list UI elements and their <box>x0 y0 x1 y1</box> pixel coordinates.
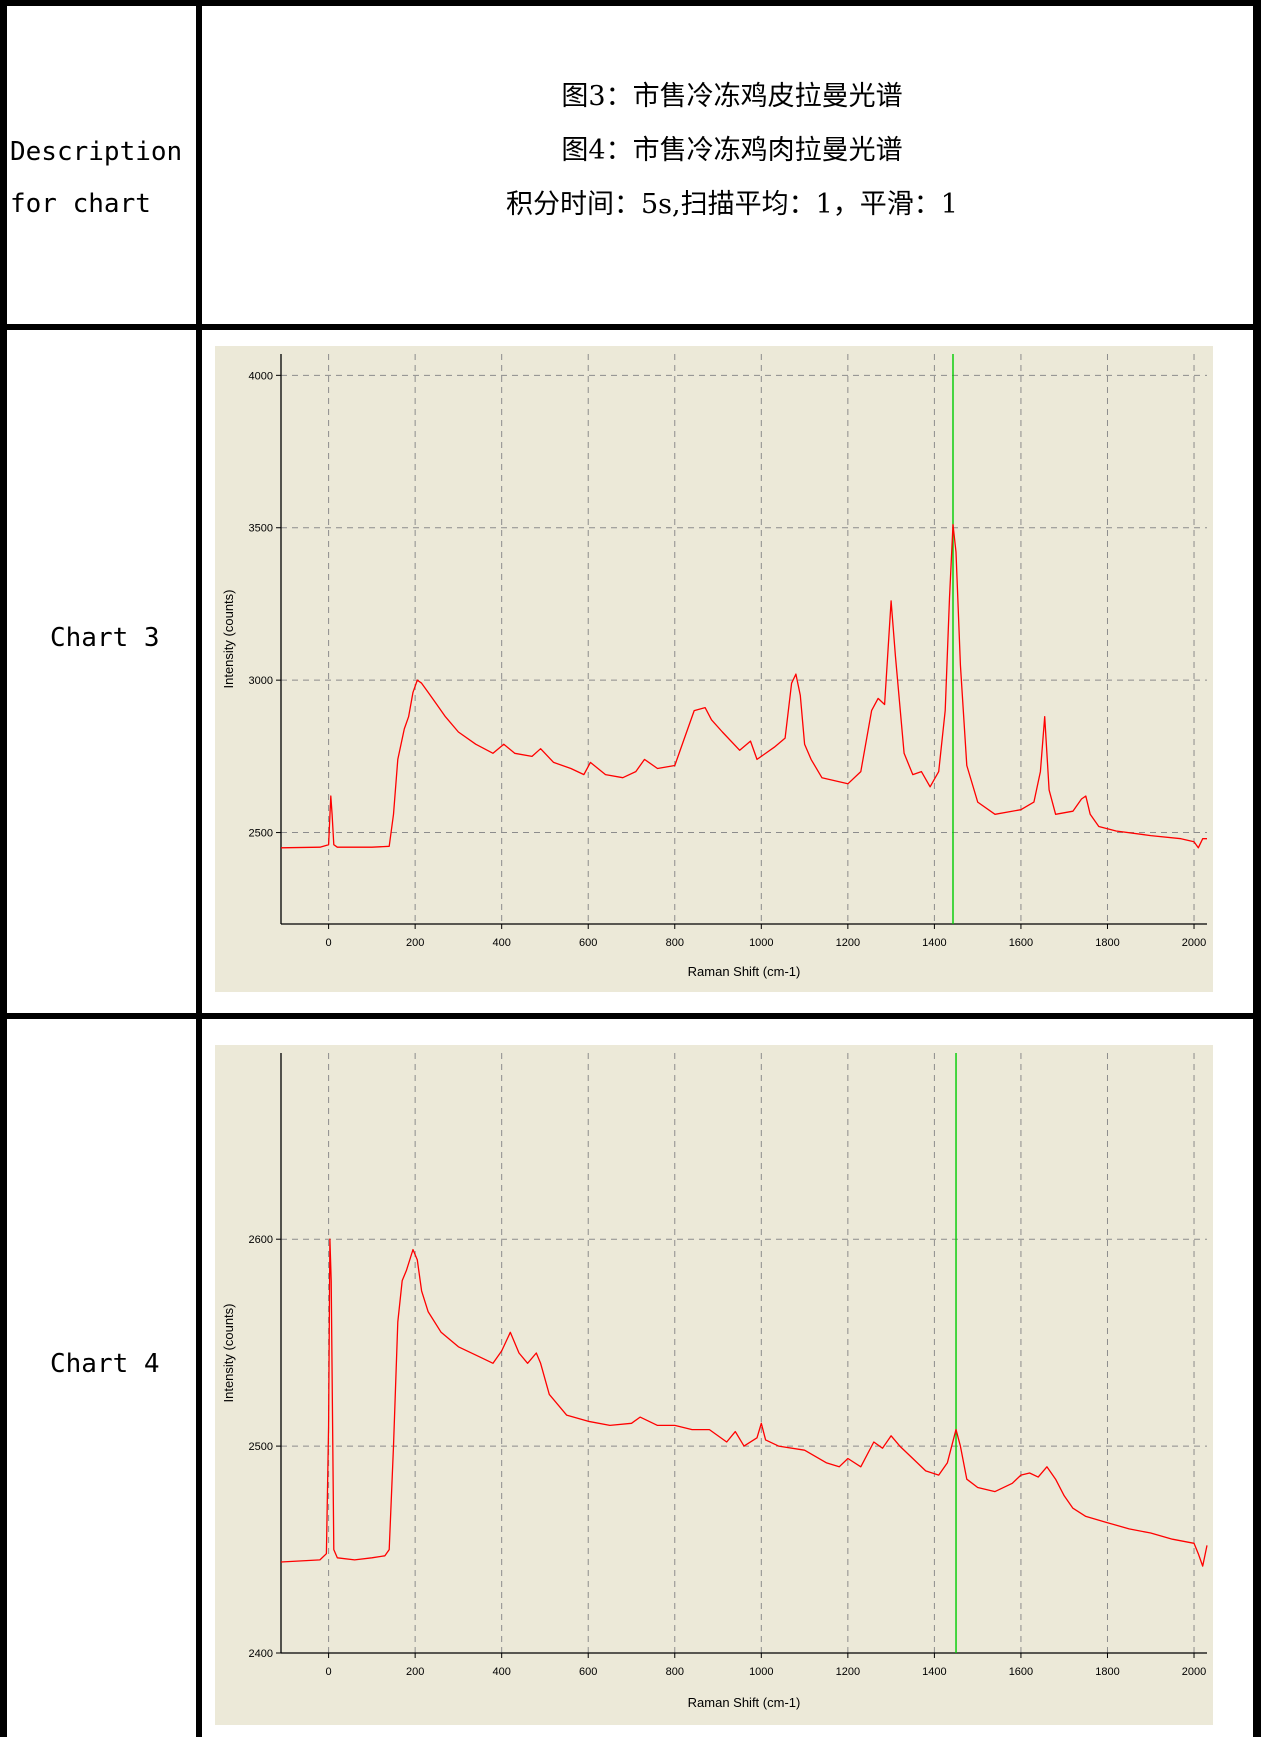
x-tick-label: 1600 <box>1009 1666 1033 1678</box>
chart-3-panel <box>215 346 1213 992</box>
table-border-right <box>1253 0 1261 1737</box>
x-tick-label: 600 <box>579 937 597 949</box>
x-tick-label: 0 <box>326 937 332 949</box>
x-tick-label: 1800 <box>1095 1666 1119 1678</box>
x-tick-label: 600 <box>579 1666 597 1678</box>
y-tick-label: 4000 <box>249 370 273 382</box>
x-tick-label: 0 <box>326 1666 332 1678</box>
chart-description: 图3：市售冷冻鸡皮拉曼光谱 图4：市售冷冻鸡肉拉曼光谱 积分时间：5s,扫描平均… <box>222 70 1242 232</box>
table-border-top <box>0 0 1261 6</box>
description-header-line-1: Description <box>10 137 183 167</box>
spectrum-line <box>280 524 1207 849</box>
x-tick-label: 2000 <box>1182 1666 1206 1678</box>
row-divider-1 <box>0 324 1261 330</box>
y-tick-label: 2600 <box>249 1234 273 1246</box>
y-tick-label: 2500 <box>249 1441 273 1453</box>
x-tick-label: 800 <box>666 937 684 949</box>
chart-3: 0 200 400 600 800 1000 1200 1400 1600 1800 2000 250… <box>221 354 1207 979</box>
x-tick-label: 400 <box>493 937 511 949</box>
row-label-chart-3: Chart 3 <box>50 623 160 653</box>
chart-4: 0 200 400 600 800 1000 1200 1400 1600 1800 2000 240… <box>221 1053 1208 1710</box>
x-tick-label: 800 <box>666 1666 684 1678</box>
chart-4-panel <box>215 1045 1213 1725</box>
x-tick-label: 1200 <box>836 1666 860 1678</box>
x-tick-label: 1000 <box>749 937 773 949</box>
row-label-chart-4: Chart 4 <box>50 1349 160 1379</box>
column-divider <box>196 0 202 1737</box>
y-axis-label: Intensity (counts) <box>221 590 236 689</box>
x-tick-label: 1400 <box>922 937 946 949</box>
x-tick-label: 400 <box>493 1666 511 1678</box>
x-tick-label: 1000 <box>749 1666 773 1678</box>
table-border-left <box>0 0 7 1737</box>
x-tick-label: 200 <box>406 937 424 949</box>
y-tick-label: 3500 <box>249 523 273 535</box>
description-header-line-2: for chart <box>10 189 151 219</box>
description-header-cell: Description for chart <box>10 126 196 230</box>
y-tick-label: 3000 <box>249 675 273 687</box>
y-axis-label: Intensity (counts) <box>221 1304 236 1403</box>
row-divider-2 <box>0 1013 1261 1019</box>
description-line-3: 积分时间：5s,扫描平均：1，平滑：1 <box>506 189 958 220</box>
spectrum-line <box>280 1238 1208 1567</box>
y-tick-label: 2500 <box>249 828 273 840</box>
x-tick-label: 1800 <box>1095 937 1119 949</box>
x-tick-label: 200 <box>406 1666 424 1678</box>
x-tick-label: 1400 <box>922 1666 946 1678</box>
x-axis-label: Raman Shift (cm-1) <box>688 1695 801 1710</box>
x-axis-label: Raman Shift (cm-1) <box>688 964 801 979</box>
x-tick-label: 1600 <box>1009 937 1033 949</box>
x-tick-label: 2000 <box>1182 937 1206 949</box>
description-line-2: 图4：市售冷冻鸡肉拉曼光谱 <box>561 135 903 166</box>
x-tick-label: 1200 <box>836 937 860 949</box>
description-line-1: 图3：市售冷冻鸡皮拉曼光谱 <box>561 81 903 112</box>
y-tick-label: 2400 <box>249 1648 273 1660</box>
